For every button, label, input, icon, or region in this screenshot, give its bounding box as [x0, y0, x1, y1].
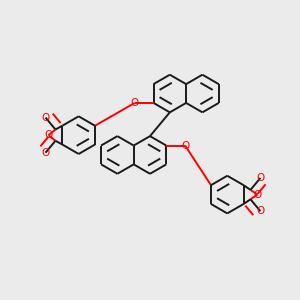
Text: O: O [130, 98, 139, 108]
Text: O: O [41, 148, 50, 158]
Text: O: O [256, 206, 265, 216]
Text: O: O [41, 112, 50, 123]
Text: O: O [256, 173, 265, 183]
Text: O: O [253, 190, 262, 200]
Text: O: O [44, 130, 53, 140]
Text: O: O [181, 140, 189, 151]
